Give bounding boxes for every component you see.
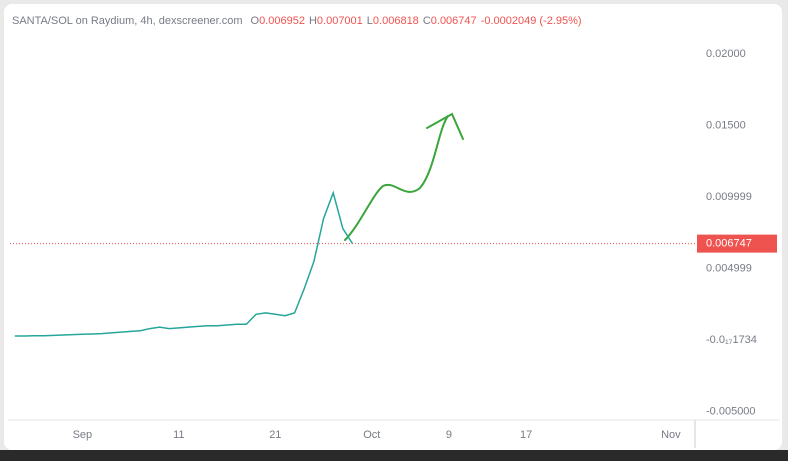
- ohlc-key: O: [251, 15, 260, 27]
- x-tick-label: 9: [446, 429, 452, 441]
- x-tick-label: Sep: [73, 429, 93, 441]
- y-tick-label: -0.005000: [706, 405, 756, 417]
- ohlc-value: 0.006818: [373, 15, 419, 27]
- price-series: [14, 190, 354, 337]
- x-tick-label: 21: [269, 429, 281, 441]
- y-tick-label: 0.02000: [706, 48, 746, 60]
- x-tick-label: Oct: [363, 429, 380, 441]
- header: SANTA/SOL on Raydium, 4h, dexscreener.co…: [12, 15, 582, 27]
- price-label-box: [697, 234, 777, 253]
- ohlc-key: C: [423, 15, 431, 27]
- y-tick-label: 0.01500: [706, 120, 746, 132]
- ohlc-value: 0.006952: [259, 15, 305, 27]
- y-tick-label: 0.004999: [706, 262, 752, 274]
- y-tick-label: 0.009999: [706, 191, 752, 203]
- x-tick-label: 17: [520, 429, 532, 441]
- ohlc-value: 0.006747: [431, 15, 477, 27]
- price-label: 0.006747: [706, 238, 752, 250]
- x-tick-label: 11: [173, 429, 184, 441]
- ohlc-value: 0.007001: [317, 15, 363, 27]
- x-tick-label: Nov: [661, 429, 681, 441]
- card: [4, 4, 782, 450]
- footer-band: [0, 450, 788, 461]
- y-tick-label: -0.0₁₇1734: [706, 334, 757, 346]
- hand-drawn-arrow: [344, 112, 464, 241]
- ohlc-key: L: [367, 15, 373, 27]
- symbol: SANTA/SOL on Raydium, 4h, dexscreener.co…: [12, 15, 243, 27]
- ohlc-key: H: [309, 15, 317, 27]
- change: -0.0002049 (-2.95%): [481, 15, 582, 27]
